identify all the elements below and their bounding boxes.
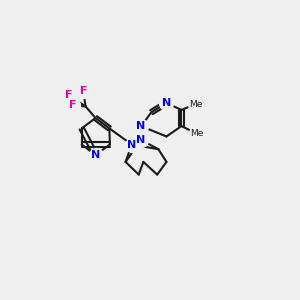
Text: F: F [64, 90, 72, 100]
Text: N: N [127, 140, 136, 150]
Text: N: N [91, 150, 100, 160]
Text: F: F [80, 86, 87, 96]
Text: Me: Me [189, 100, 202, 109]
Text: Me: Me [190, 129, 203, 138]
Text: N: N [162, 98, 171, 108]
Text: N: N [136, 135, 146, 145]
Text: N: N [136, 121, 146, 131]
Text: F: F [69, 100, 77, 110]
